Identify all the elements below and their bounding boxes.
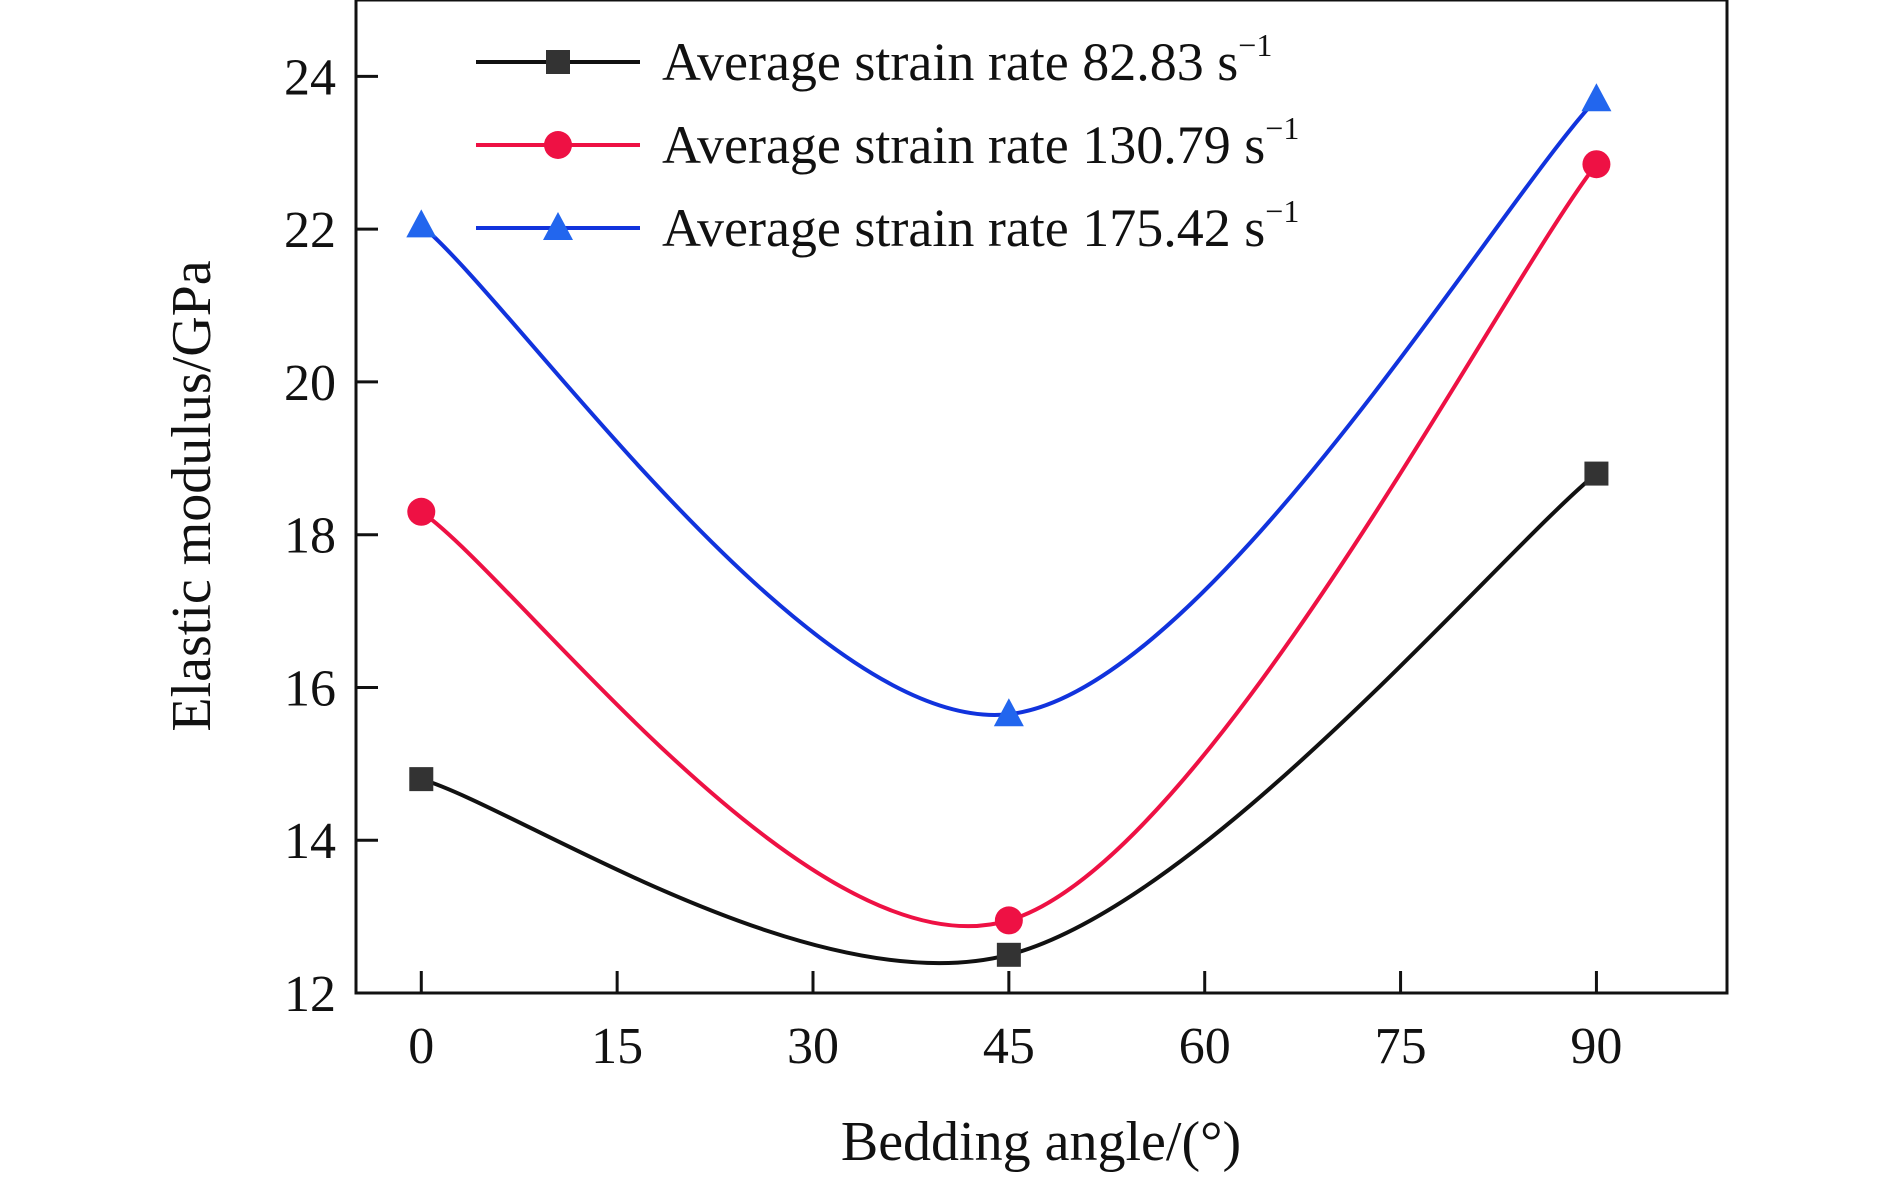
data-point — [994, 906, 1023, 935]
x-tick-label: 60 — [1179, 1018, 1231, 1075]
series-layer — [406, 83, 1612, 967]
legend-label-text: Average strain rate 82.83 s — [662, 32, 1238, 92]
legend-marker — [543, 212, 573, 240]
legend-marker — [544, 131, 572, 159]
x-tick-label: 0 — [408, 1018, 434, 1075]
data-point — [409, 767, 434, 792]
legend-label-text: Average strain rate 175.42 s — [662, 198, 1265, 258]
legend-label: Average strain rate 82.83 s−1 — [662, 27, 1272, 92]
data-point — [407, 497, 436, 526]
y-tick-label: 24 — [284, 49, 336, 106]
y-tick-label: 22 — [284, 202, 336, 259]
data-point — [406, 209, 437, 238]
legend-label: Average strain rate 130.79 s−1 — [662, 110, 1299, 175]
plot-frame — [354, 0, 1729, 995]
legend-item: Average strain rate 175.42 s−1 — [476, 193, 1299, 258]
data-point — [996, 942, 1021, 967]
y-axis-ticks: 12 14 16 18 20 22 24 — [284, 49, 378, 1023]
x-axis-ticks: 0 15 30 45 60 75 90 — [408, 971, 1622, 1075]
legend-label: Average strain rate 175.42 s−1 — [662, 193, 1299, 258]
series-line — [420, 97, 1598, 717]
y-axis-title: Elastic modulus/GPa — [161, 260, 223, 731]
y-tick-label: 18 — [284, 508, 336, 565]
legend-label-superscript: −1 — [1265, 110, 1299, 146]
series-2 — [407, 150, 1611, 935]
data-point — [993, 698, 1024, 727]
x-tick-label: 75 — [1375, 1018, 1427, 1075]
legend-label-superscript: −1 — [1265, 193, 1299, 229]
legend-marker — [546, 50, 570, 74]
data-point — [1582, 150, 1611, 179]
x-axis-title: Bedding angle/(°) — [841, 1111, 1241, 1173]
legend-item: Average strain rate 82.83 s−1 — [476, 27, 1272, 92]
data-point — [1581, 83, 1612, 112]
x-tick-label: 15 — [591, 1018, 643, 1075]
series-line — [420, 163, 1599, 929]
y-tick-label: 20 — [284, 355, 336, 412]
legend-item: Average strain rate 130.79 s−1 — [476, 110, 1299, 175]
data-point — [1584, 461, 1609, 486]
legend-label-text: Average strain rate 130.79 s — [662, 115, 1265, 175]
x-tick-label: 90 — [1570, 1018, 1622, 1075]
series-1 — [409, 461, 1609, 967]
y-tick-label: 16 — [284, 660, 336, 717]
legend-label-superscript: −1 — [1238, 27, 1272, 63]
series-3 — [406, 83, 1612, 727]
y-tick-label: 14 — [284, 813, 336, 870]
x-tick-label: 30 — [787, 1018, 839, 1075]
y-tick-label: 12 — [284, 966, 336, 1023]
x-tick-label: 45 — [983, 1018, 1035, 1075]
